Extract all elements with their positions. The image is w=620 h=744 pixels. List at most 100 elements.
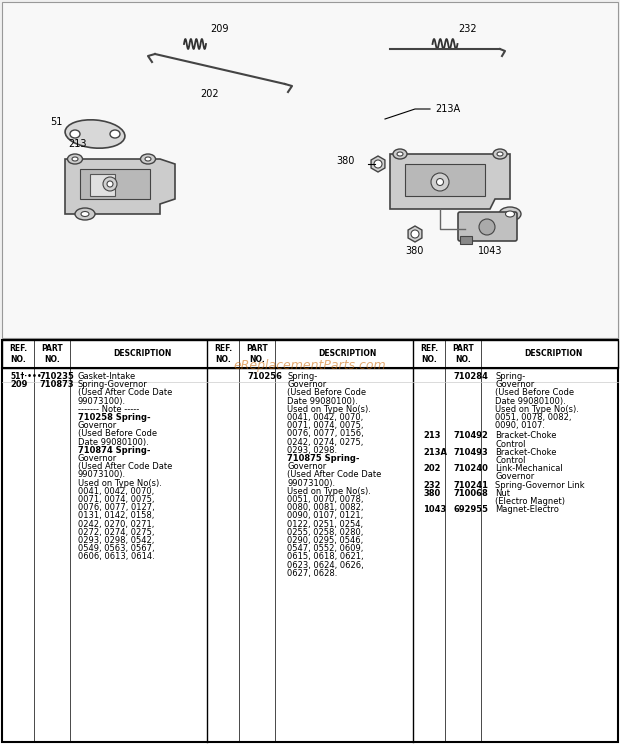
Text: (Used After Code Date: (Used After Code Date	[287, 470, 381, 479]
Ellipse shape	[110, 130, 120, 138]
Text: REF.
NO.: REF. NO.	[9, 344, 27, 364]
Text: Used on Type No(s).: Used on Type No(s).	[287, 405, 371, 414]
Text: 0627, 0628.: 0627, 0628.	[287, 569, 337, 578]
Bar	[2, 2, 618, 338]
Ellipse shape	[497, 152, 503, 156]
Text: 0549, 0563, 0567,: 0549, 0563, 0567,	[78, 544, 154, 554]
Text: 213: 213	[68, 139, 87, 149]
Text: Governor: Governor	[495, 472, 534, 481]
Text: 213A: 213A	[423, 448, 447, 457]
Text: 0606, 0613, 0614.: 0606, 0613, 0614.	[78, 552, 155, 562]
Text: 380: 380	[406, 246, 424, 256]
Text: eReplacementParts.com: eReplacementParts.com	[234, 359, 386, 372]
Text: Date 99080100).: Date 99080100).	[78, 437, 149, 446]
Text: Governor: Governor	[495, 380, 534, 389]
Ellipse shape	[505, 211, 515, 217]
Text: 710492: 710492	[453, 432, 488, 440]
Ellipse shape	[68, 154, 82, 164]
Ellipse shape	[81, 211, 89, 217]
Text: 1043: 1043	[423, 505, 446, 514]
Text: Link-Mechanical: Link-Mechanical	[495, 464, 563, 473]
Text: 0090, 0107.: 0090, 0107.	[495, 421, 545, 430]
Text: 710284: 710284	[453, 372, 488, 381]
Bar	[90, 174, 115, 196]
Text: PART
NO.: PART NO.	[246, 344, 268, 364]
Text: (Used After Code Date: (Used After Code Date	[78, 462, 172, 471]
Text: Date 99080100).: Date 99080100).	[287, 397, 358, 405]
Ellipse shape	[397, 152, 403, 156]
Ellipse shape	[103, 177, 117, 191]
Text: Used on Type No(s).: Used on Type No(s).	[287, 487, 371, 496]
Ellipse shape	[107, 181, 113, 187]
Text: 0255, 0258, 0280,: 0255, 0258, 0280,	[287, 527, 363, 537]
Text: 0076, 0077, 0127,: 0076, 0077, 0127,	[78, 503, 155, 512]
Text: 380: 380	[423, 489, 440, 498]
Text: 99073100).: 99073100).	[287, 478, 335, 487]
Text: 0071, 0074, 0075,: 0071, 0074, 0075,	[78, 495, 154, 504]
Bar	[460, 236, 472, 244]
Text: 232: 232	[423, 481, 440, 490]
Ellipse shape	[393, 149, 407, 159]
Text: 0272, 0274, 0275,: 0272, 0274, 0275,	[78, 527, 154, 537]
Text: REF.
NO.: REF. NO.	[214, 344, 232, 364]
Text: Governor: Governor	[287, 462, 326, 471]
Text: 710873: 710873	[40, 380, 74, 389]
Text: 1043: 1043	[478, 246, 502, 256]
Text: 710241: 710241	[453, 481, 488, 490]
Text: Spring-Governor Link: Spring-Governor Link	[495, 481, 585, 490]
Text: Control: Control	[495, 440, 526, 449]
Text: 710874 Spring-: 710874 Spring-	[78, 446, 151, 455]
Ellipse shape	[141, 154, 156, 164]
Text: 0290, 0295, 0546,: 0290, 0295, 0546,	[287, 536, 363, 545]
Ellipse shape	[431, 173, 449, 191]
Text: 0090, 0107, 0121,: 0090, 0107, 0121,	[287, 511, 363, 520]
Text: 99073100).: 99073100).	[78, 470, 126, 479]
Text: Bracket-Choke: Bracket-Choke	[495, 432, 557, 440]
Text: (Used Before Code: (Used Before Code	[495, 388, 574, 397]
Text: Used on Type No(s).: Used on Type No(s).	[78, 478, 162, 487]
Text: Governor: Governor	[78, 421, 117, 430]
Bar	[80, 169, 150, 199]
Ellipse shape	[65, 120, 125, 148]
Text: 209: 209	[210, 24, 229, 34]
Ellipse shape	[479, 219, 495, 235]
Ellipse shape	[145, 157, 151, 161]
Text: DESCRIPTION: DESCRIPTION	[113, 350, 171, 359]
Text: 0051, 0070, 0078,: 0051, 0070, 0078,	[287, 495, 363, 504]
Bar	[405, 164, 485, 196]
Text: 0041, 0042, 0070,: 0041, 0042, 0070,	[78, 487, 154, 496]
Text: Control: Control	[495, 456, 526, 465]
Text: (Used Before Code: (Used Before Code	[78, 429, 157, 438]
Text: 0080, 0081, 0082,: 0080, 0081, 0082,	[287, 503, 363, 512]
FancyBboxPatch shape	[458, 212, 517, 241]
Polygon shape	[65, 159, 175, 214]
Circle shape	[374, 160, 382, 168]
Text: 692955: 692955	[453, 505, 488, 514]
Text: 0293, 0298, 0542,: 0293, 0298, 0542,	[78, 536, 154, 545]
Text: ------- Note -----: ------- Note -----	[78, 405, 140, 414]
Ellipse shape	[499, 207, 521, 221]
Text: 710240: 710240	[453, 464, 488, 473]
Text: 710875 Spring-: 710875 Spring-	[287, 454, 360, 463]
Text: Spring-: Spring-	[287, 372, 317, 381]
Text: 202: 202	[201, 89, 219, 99]
Text: 0076, 0077, 0156,: 0076, 0077, 0156,	[287, 429, 364, 438]
Text: 51†·•••: 51†·•••	[10, 372, 42, 381]
Text: 0041, 0042, 0070,: 0041, 0042, 0070,	[287, 413, 363, 422]
Circle shape	[411, 230, 419, 238]
Ellipse shape	[72, 157, 78, 161]
Text: 710258 Spring-: 710258 Spring-	[78, 413, 151, 422]
Text: 0051, 0078, 0082,: 0051, 0078, 0082,	[495, 413, 572, 422]
Text: 710493: 710493	[453, 448, 488, 457]
Text: 0293, 0298.: 0293, 0298.	[287, 446, 337, 455]
Text: 213A: 213A	[435, 104, 460, 114]
Text: 0623, 0624, 0626,: 0623, 0624, 0626,	[287, 560, 364, 570]
Text: 0131, 0142, 0158,: 0131, 0142, 0158,	[78, 511, 154, 520]
Ellipse shape	[75, 208, 95, 220]
Text: 213: 213	[423, 432, 440, 440]
Text: PART
NO.: PART NO.	[452, 344, 474, 364]
Text: Spring-: Spring-	[495, 372, 525, 381]
Text: 0547, 0552, 0609,: 0547, 0552, 0609,	[287, 544, 363, 554]
Text: PART
NO.: PART NO.	[41, 344, 63, 364]
Text: Gasket-Intake: Gasket-Intake	[78, 372, 136, 381]
